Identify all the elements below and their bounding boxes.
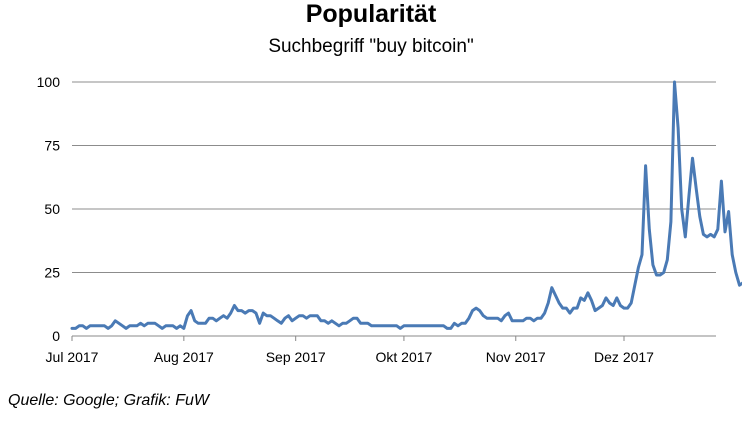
series-layer xyxy=(70,80,742,330)
x-tick-label: Nov 2017 xyxy=(486,349,546,365)
y-axis-ticks: 0 25 50 75 100 xyxy=(37,74,61,344)
x-tick-label: Aug 2017 xyxy=(154,349,214,365)
x-tick-label: Okt 2017 xyxy=(376,349,433,365)
gridlines xyxy=(72,81,716,337)
x-tick-label: Jul 2017 xyxy=(46,349,99,365)
y-tick-label: 25 xyxy=(44,265,60,281)
source-note: Quelle: Google; Grafik: FuW xyxy=(8,392,209,409)
y-tick-label: 75 xyxy=(44,138,60,154)
series-line-0 xyxy=(70,80,742,330)
chart-title: Popularität xyxy=(305,0,437,28)
y-tick-label: 100 xyxy=(37,74,61,90)
x-tick-label: Dez 2017 xyxy=(594,349,654,365)
x-tick-label: Sep 2017 xyxy=(266,349,326,365)
chart-subtitle: Suchbegriff "buy bitcoin" xyxy=(268,36,474,57)
x-axis-ticks: Jul 2017 Aug 2017 Sep 2017 Okt 2017 Nov 2017… xyxy=(46,336,654,365)
y-tick-label: 0 xyxy=(52,328,60,344)
y-tick-label: 50 xyxy=(44,201,60,217)
